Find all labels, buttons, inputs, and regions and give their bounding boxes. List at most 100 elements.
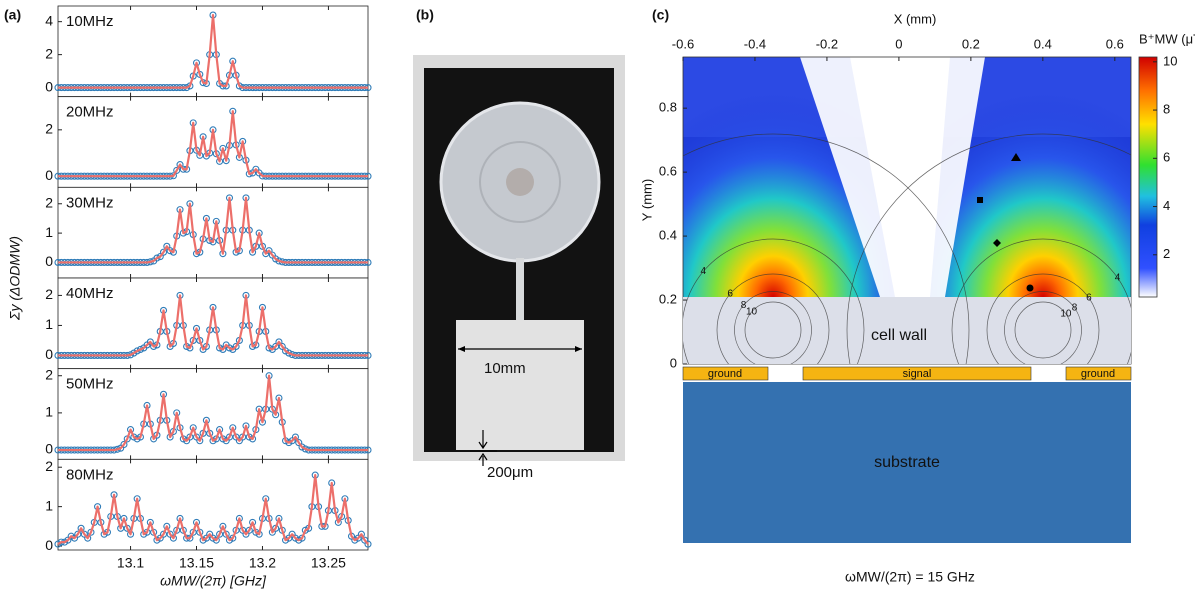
y-tick-label: 0.4 [659, 228, 677, 243]
panel-label: (b) [416, 7, 434, 23]
series-label: 10MHz [66, 13, 114, 30]
y-tick-label: 0 [45, 167, 53, 183]
series-label: 30MHz [66, 194, 114, 211]
series-label: 40MHz [66, 285, 114, 302]
y-tick-label: 0 [45, 537, 53, 553]
data-point [120, 440, 128, 449]
contour-label: 8 [1072, 303, 1078, 314]
data-point [153, 254, 161, 262]
colorbar-tick-label: 2 [1163, 246, 1170, 261]
x-tick-label: 0.4 [1034, 36, 1052, 51]
y-tick-label: 0 [45, 253, 53, 269]
x-tick-label: -0.4 [744, 36, 766, 51]
contour-label: 6 [1086, 293, 1092, 304]
data-point [295, 439, 303, 447]
data-point [156, 253, 164, 261]
marker-triangle [1011, 153, 1021, 161]
data-point [278, 342, 286, 351]
caption: ωMW/(2π) = 15 GHz [845, 569, 975, 585]
data-point [136, 345, 144, 354]
data-point [275, 338, 283, 346]
data-point [146, 338, 154, 346]
data-point [173, 166, 181, 174]
x-tick-label: 13.15 [179, 555, 214, 571]
photo-cell-inner [479, 141, 561, 223]
y-tick-label: 0 [45, 346, 53, 362]
x-tick-label: 13.25 [311, 555, 346, 571]
panel-frame [57, 96, 369, 188]
x-axis-label: X (mm) [894, 11, 937, 26]
colorbar-tick-label: 6 [1163, 150, 1170, 165]
y-tick-label: 0 [45, 78, 53, 94]
series-label: 20MHz [66, 104, 114, 121]
data-point [212, 536, 220, 544]
data-point [133, 347, 141, 355]
colorbar-tick-label: 8 [1163, 102, 1170, 117]
region [683, 297, 1131, 364]
data-point [77, 524, 85, 532]
contour [1014, 301, 1072, 359]
region [802, 366, 1032, 381]
fit-line [58, 13, 368, 89]
contour [951, 238, 1131, 364]
photo-cell-center [506, 168, 534, 196]
x-tick-label: 0.2 [962, 36, 980, 51]
contour-label: 4 [701, 266, 707, 277]
y-tick-label: 0 [670, 355, 677, 370]
y-axis-label: Y (mm) [639, 179, 654, 221]
y-tick-label: 0.6 [659, 164, 677, 179]
data-point [298, 534, 306, 542]
data-point [176, 161, 184, 169]
data-point [74, 530, 82, 538]
data-point [285, 349, 293, 357]
y-tick-label: 1 [45, 224, 53, 240]
contour-label: 6 [727, 289, 733, 300]
y-tick-label: 4 [45, 12, 53, 28]
region-label: substrate [874, 454, 940, 471]
data-point [163, 242, 171, 250]
y-axis-label: Σy (ΔODMW) [7, 236, 23, 321]
y-tick-label: 1 [45, 404, 53, 420]
data-point [84, 534, 92, 542]
region [682, 366, 769, 381]
contour [744, 301, 802, 359]
contour [683, 133, 970, 364]
fit-line [57, 474, 369, 546]
data-point [291, 433, 299, 441]
contour-label: 10 [746, 307, 758, 318]
contour [716, 273, 830, 364]
region-label: cell wall [871, 327, 927, 344]
data-point [186, 344, 194, 352]
gap-arrows [478, 430, 488, 466]
x-tick-label: 13.2 [249, 555, 276, 571]
series-label: 50MHz [66, 376, 114, 393]
data-point [229, 534, 237, 542]
y-tick-label: 2 [45, 366, 53, 382]
contour [734, 291, 812, 364]
photo: 10mm 200μm [413, 55, 625, 481]
region-label: ground [1081, 368, 1115, 380]
photo-stem [516, 258, 524, 320]
fit-line [58, 294, 368, 357]
gap-label: 200μm [487, 464, 533, 481]
series-label: 80MHz [66, 466, 114, 483]
y-tick-label: 2 [45, 458, 53, 474]
data-point [225, 344, 234, 352]
contour-label: 4 [1115, 272, 1121, 283]
y-tick-label: 2 [45, 286, 53, 302]
data-point [163, 522, 171, 530]
dimension-label: 10mm [484, 360, 526, 377]
x-tick-label: -0.6 [672, 36, 694, 51]
data-point [219, 522, 227, 530]
data-point [364, 540, 372, 548]
photo-pad [456, 320, 584, 450]
y-tick-label: 0 [45, 441, 53, 457]
region [1065, 366, 1132, 381]
data-point [245, 526, 253, 534]
y-tick-label: 2 [45, 121, 53, 137]
fit-line [58, 374, 368, 452]
x-axis-label: ωMW/(2π) [GHz] [160, 573, 267, 589]
colorbar-tick-label: 4 [1163, 198, 1170, 213]
panel-label: (c) [652, 7, 669, 23]
